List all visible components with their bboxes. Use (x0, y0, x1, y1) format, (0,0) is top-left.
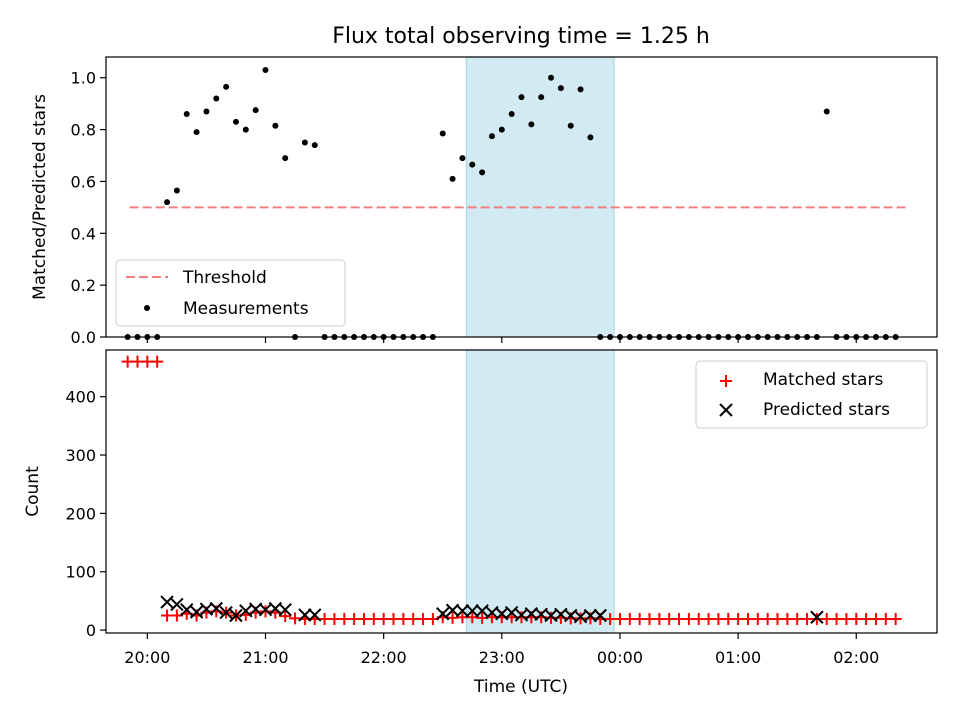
legend-matched-label: Matched stars (763, 370, 883, 390)
y-tick-label: 0.2 (71, 276, 96, 295)
measurement-point (301, 139, 308, 146)
highlight-band (465, 56, 615, 338)
predicted-star-point (189, 605, 204, 619)
matched-star-point (889, 612, 902, 625)
predicted-star-point (593, 608, 607, 623)
predicted-star-point (465, 604, 479, 618)
chart-title: Flux total observing time = 1.25 h (332, 24, 710, 49)
legend-predicted-label: Predicted stars (763, 400, 890, 420)
y-tick-label: 0.6 (71, 172, 96, 191)
measurement-point (823, 108, 830, 115)
measurement-point (262, 66, 269, 73)
predicted-star-point (308, 608, 322, 622)
predicted-star-point (298, 608, 312, 622)
measurement-point (557, 85, 564, 92)
predicted-star-point (160, 595, 174, 609)
predicted-star-point (219, 605, 233, 620)
matched-star-point (259, 605, 272, 618)
measurement-point (538, 94, 545, 101)
matched-star-point (151, 355, 164, 368)
measurement-point (203, 108, 210, 115)
x-tick-label: 00:00 (597, 648, 643, 667)
measurement-point (479, 169, 486, 176)
measurement-point (449, 175, 456, 182)
y-tick-label: 1.0 (71, 69, 96, 88)
legend-measurement-label: Measurements (183, 299, 309, 319)
predicted-star-point (455, 604, 470, 618)
legend-threshold-label: Threshold (182, 268, 267, 288)
predicted-star-point (180, 602, 194, 617)
measurement-point (282, 155, 289, 162)
measurement-point (528, 121, 535, 128)
measurement-point (223, 83, 230, 90)
bottom-panel: 0 100 200 300 400 20:00 21:00 22:00 23:00 00:00 01… (23, 349, 938, 667)
measurement-point (488, 133, 495, 140)
x-tick-label: 23:00 (479, 648, 525, 667)
x-axis-label: Time (UTC) (473, 677, 568, 697)
y-tick-label: 400 (65, 388, 96, 407)
measurement-point (508, 111, 515, 118)
measurement-point (548, 74, 555, 81)
plot-frame (105, 56, 938, 338)
measurement-point (587, 134, 594, 141)
measurement-point (459, 155, 466, 162)
measurement-point (518, 94, 525, 101)
y-axis-label: Count (23, 466, 43, 517)
x-tick-label: 02:00 (833, 648, 879, 667)
measurement-point (252, 107, 259, 114)
measurement-point (567, 122, 574, 129)
legend-matched-swatch (720, 375, 732, 387)
x-tick-label: 21:00 (242, 648, 288, 667)
y-tick-label: 0.4 (71, 224, 96, 243)
measurement-point (469, 161, 476, 168)
x-tick-label: 01:00 (715, 648, 761, 667)
predicted-star-point (170, 597, 184, 612)
y-tick-label: 0.8 (71, 121, 96, 140)
legend: Threshold Measurements (115, 259, 346, 327)
measurement-point (183, 111, 190, 118)
plot-frame (105, 349, 938, 634)
highlight-band (465, 349, 615, 634)
y-tick-label: 0.0 (71, 328, 96, 347)
measurement-point (577, 86, 584, 93)
y-tick-label: 300 (65, 446, 96, 465)
measurement-point (193, 129, 200, 136)
measurement-point (311, 142, 318, 149)
measurement-point (213, 95, 220, 102)
measurement-point (173, 187, 180, 194)
legend-box (695, 360, 928, 429)
top-panel: 0.0 0.2 0.4 0.6 0.8 1.0 Matched/Predicted star… (30, 56, 938, 347)
predicted-star-point (229, 608, 243, 623)
measurement-point (272, 122, 279, 129)
x-tick-label: 20:00 (124, 648, 170, 667)
predicted-star-point (436, 607, 450, 621)
measurement-point (164, 199, 171, 206)
predicted-star-point (504, 605, 519, 620)
y-tick-label: 0 (86, 621, 96, 640)
y-tick-label: 100 (65, 563, 96, 582)
measurement-point (242, 126, 249, 133)
predicted-star-point (209, 601, 223, 616)
legend-box (115, 259, 346, 327)
predicted-star-point (583, 608, 598, 623)
measurement-point (498, 126, 505, 133)
matched-star-point (279, 610, 292, 623)
predicted-star-point (278, 602, 292, 617)
y-tick-label: 200 (65, 504, 96, 523)
measurement-point (232, 118, 239, 125)
predicted-star-point (810, 610, 824, 624)
measurement-point (439, 130, 446, 137)
legend: Matched stars Predicted stars (695, 360, 928, 429)
y-axis-label: Matched/Predicted stars (30, 94, 50, 300)
x-tick-label: 22:00 (361, 648, 407, 667)
legend-predicted-swatch (719, 403, 733, 417)
legend-measurement-swatch (144, 305, 150, 311)
